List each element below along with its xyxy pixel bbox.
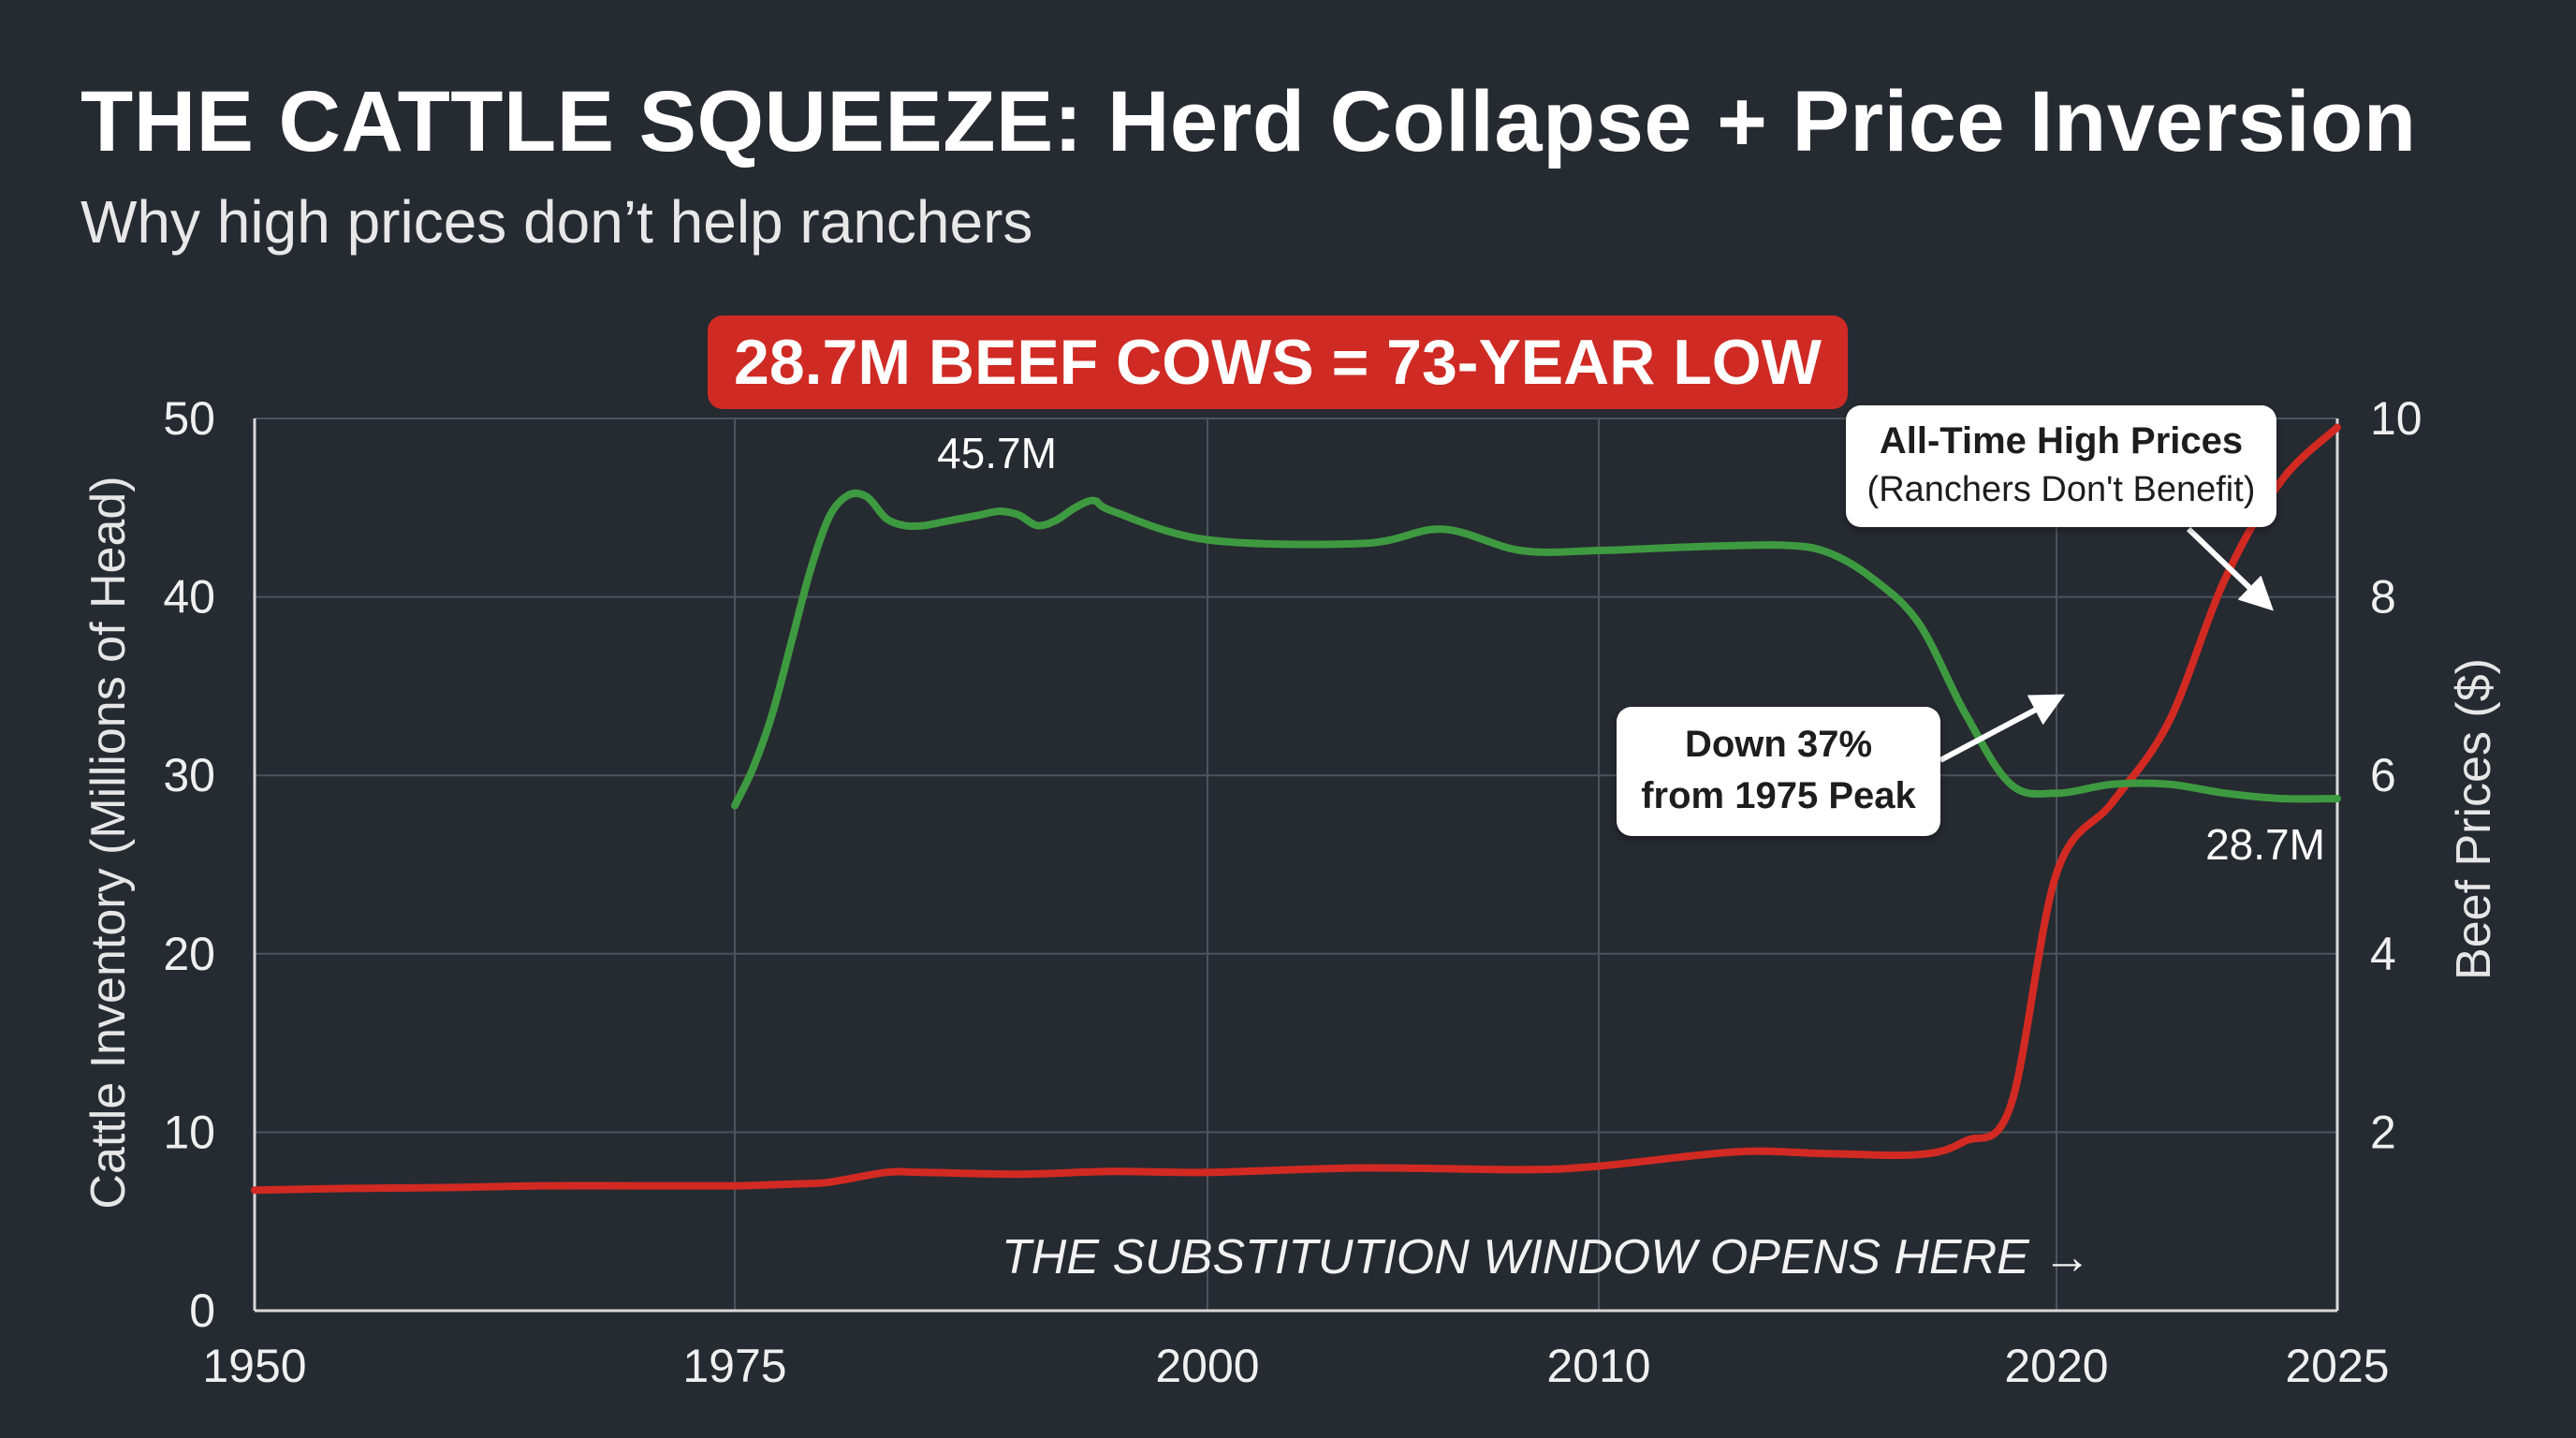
chart-grid	[255, 418, 2337, 1311]
y-tick-left: 0	[189, 1284, 215, 1337]
high-prices-callout: All-Time High Prices (Ranchers Don't Ben…	[1846, 405, 2276, 527]
x-tick: 2025	[2285, 1340, 2389, 1392]
y-tick-left: 50	[163, 392, 215, 445]
x-tick: 2010	[1546, 1340, 1650, 1392]
current-value-label: 28.7M	[2205, 820, 2325, 869]
down-37-callout: Down 37% from 1975 Peak	[1617, 707, 1940, 836]
y-tick-right: 8	[2370, 571, 2396, 624]
y-tick-right: 10	[2370, 392, 2422, 445]
peak-value-label: 45.7M	[937, 429, 1057, 477]
x-tick: 2020	[2004, 1340, 2108, 1392]
substitution-window-annotation: THE SUBSTITUTION WINDOW OPENS HERE →	[1002, 1230, 2091, 1284]
high-prices-arrow	[2186, 526, 2274, 611]
high-prices-callout-subtitle: (Ranchers Don't Benefit)	[1866, 470, 2256, 509]
y-tick-left: 20	[163, 928, 215, 980]
chart-title: THE CATTLE SQUEEZE: Herd Collapse + Pric…	[80, 74, 2417, 169]
y-axis-label-right: Beef Prices ($)	[2447, 658, 2501, 980]
callout-arrows	[1939, 526, 2274, 763]
y-tick-left: 10	[163, 1106, 215, 1158]
down-37-arrow	[1939, 694, 2065, 763]
y-tick-right: 4	[2370, 928, 2396, 980]
y-tick-left: 40	[163, 571, 215, 624]
y-tick-left: 30	[163, 749, 215, 801]
y-axis-label-left: Cattle Inventory (Millions of Head)	[81, 476, 136, 1209]
chart-ticks: 0 10 20 30 40 50 2 4 6 8 10 1950 1975 2000 2010 2020 202…	[163, 392, 2422, 1392]
headline-banner: 28.7M BEEF COWS = 73-YEAR LOW	[708, 315, 1848, 409]
y-tick-right: 6	[2370, 749, 2396, 801]
x-tick: 2000	[1155, 1340, 1259, 1392]
x-tick: 1975	[682, 1340, 786, 1392]
chart-series	[251, 423, 2341, 1195]
chart-subtitle: Why high prices don’t help ranchers	[80, 188, 1033, 256]
x-tick: 1950	[202, 1340, 306, 1392]
chart-axes	[253, 418, 2339, 1313]
cattle-inventory-line	[731, 489, 2341, 810]
y-tick-right: 2	[2370, 1106, 2396, 1158]
down-37-callout-title: Down 37%	[1684, 724, 1873, 765]
beef-price-line	[251, 423, 2341, 1195]
down-37-callout-subtitle: from 1975 Peak	[1641, 775, 1916, 816]
high-prices-callout-title: All-Time High Prices	[1879, 420, 2244, 462]
